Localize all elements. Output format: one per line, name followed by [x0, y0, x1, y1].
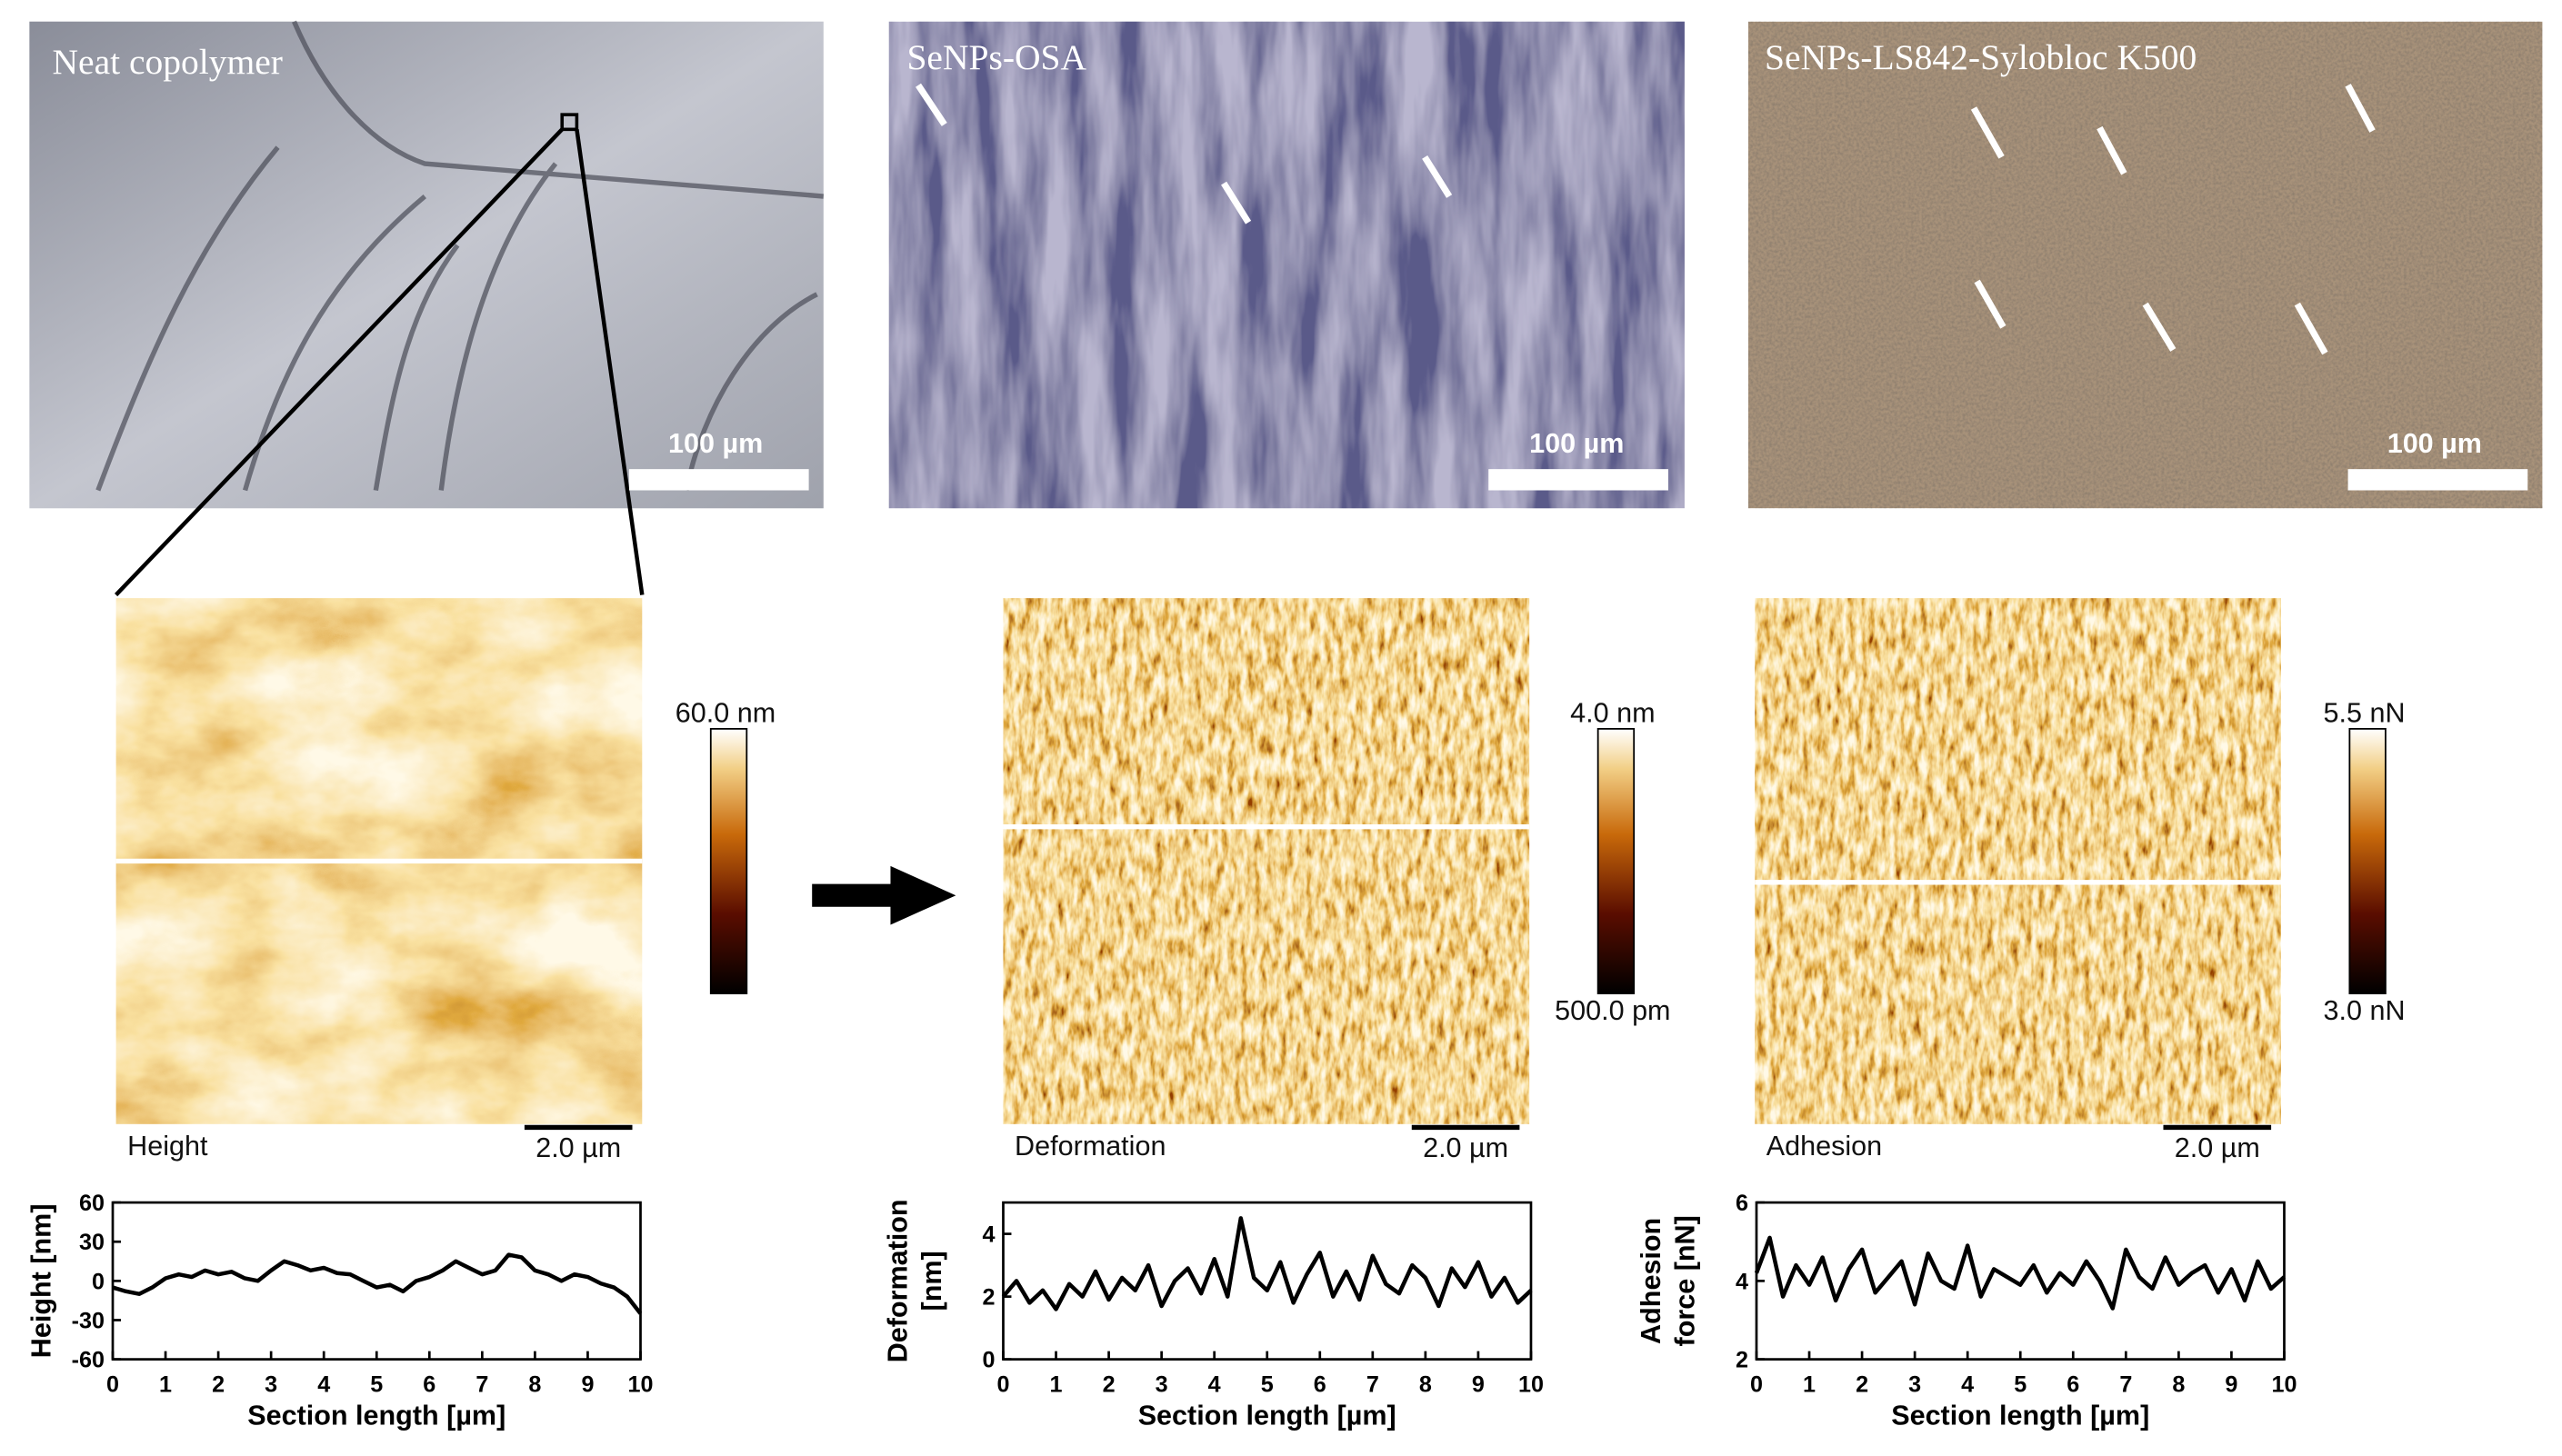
profile-line: [1754, 1235, 2286, 1311]
x-tick-label: 1: [1050, 1372, 1063, 1398]
y-tick-label: 60: [79, 1191, 105, 1216]
colorbar: [2348, 727, 2387, 994]
x-tick-label: 5: [2014, 1372, 2027, 1398]
arrows: [916, 83, 1453, 224]
scale-bar-label: 100 µm: [668, 428, 763, 459]
x-tick-label: 8: [1419, 1372, 1432, 1398]
x-tick-label: 8: [2172, 1372, 2185, 1398]
x-tick-label: 3: [1156, 1372, 1168, 1398]
x-tick-label: 4: [1208, 1372, 1221, 1398]
x-tick-label: 0: [1750, 1372, 1763, 1398]
plot-frame: [1002, 1201, 1533, 1361]
x-tick-label: 2: [1103, 1372, 1116, 1398]
x-axis-label: Section length [µm]: [1138, 1401, 1396, 1431]
x-tick-label: 4: [1961, 1372, 1974, 1398]
x-tick-label: 7: [475, 1372, 488, 1398]
micrograph-label: SeNPs-LS842-Sylobloc K500: [1765, 37, 2197, 77]
x-tick-label: 6: [423, 1372, 435, 1398]
scale-bar-label: 2.0 µm: [2175, 1132, 2260, 1163]
x-tick-label: 10: [2271, 1372, 2297, 1398]
y-axis-label: force [nN]: [1670, 1215, 1701, 1346]
y-tick-label: 30: [79, 1230, 105, 1255]
x-tick-label: 5: [1261, 1372, 1274, 1398]
x-tick-label: 2: [1856, 1372, 1868, 1398]
x-tick-label: 0: [996, 1372, 1009, 1398]
x-tick-label: 7: [1366, 1372, 1379, 1398]
micrograph: [29, 21, 824, 509]
x-tick-label: 3: [1908, 1372, 1921, 1398]
x-tick-label: 5: [370, 1372, 383, 1398]
y-tick-label: 2: [982, 1285, 995, 1311]
micrograph-label: SeNPs-OSA: [906, 37, 1086, 77]
y-tick-label: -60: [72, 1348, 105, 1373]
colorbar: [1596, 727, 1636, 994]
x-axis-label: Section length [µm]: [247, 1401, 505, 1431]
x-tick-label: 9: [1472, 1372, 1485, 1398]
micrograph: [1747, 21, 2543, 509]
x-tick-label: 7: [2119, 1372, 2132, 1398]
profile-line: [112, 1252, 643, 1315]
x-tick-label: 2: [212, 1372, 225, 1398]
scale-bar: [1488, 469, 1668, 491]
x-tick-label: 1: [1803, 1372, 1816, 1398]
x-tick-label: 9: [2225, 1372, 2237, 1398]
scale-bar-label: 2.0 µm: [1423, 1132, 1508, 1163]
scale-bar: [628, 469, 809, 491]
micrograph: [888, 21, 1685, 509]
afm-map: [1003, 598, 1530, 1124]
arrow: [812, 865, 956, 925]
x-tick-label: 9: [581, 1372, 594, 1398]
x-tick-label: 10: [628, 1372, 654, 1398]
micrograph-label: Neat copolymer: [53, 42, 283, 82]
y-tick-label: 0: [982, 1348, 995, 1373]
arrows: [1970, 84, 2376, 355]
y-tick-label: 2: [1736, 1348, 1748, 1373]
map-label: Adhesion: [1766, 1131, 1882, 1162]
colorbar-max: 60.0 nm: [676, 698, 776, 729]
x-tick-label: 3: [265, 1372, 277, 1398]
x-tick-label: 4: [317, 1372, 330, 1398]
colorbar: [709, 727, 748, 994]
y-axis-label: Deformation: [882, 1199, 913, 1362]
map-label: Height: [127, 1131, 208, 1162]
y-tick-label: 4: [1736, 1269, 1748, 1294]
x-tick-label: 10: [1518, 1372, 1544, 1398]
x-axis-label: Section length [µm]: [1891, 1401, 2149, 1431]
x-tick-label: 6: [2067, 1372, 2079, 1398]
profile-line: [1001, 1216, 1533, 1311]
x-tick-label: 6: [1314, 1372, 1326, 1398]
scale-bar: [2347, 469, 2528, 491]
scale-bar-label: 2.0 µm: [535, 1132, 621, 1163]
colorbar-max: 5.5 nN: [2324, 698, 2406, 729]
y-axis-label: Height [nm]: [26, 1204, 57, 1359]
zoom-line: [575, 129, 645, 595]
y-tick-label: 4: [982, 1222, 995, 1248]
y-tick-label: 6: [1736, 1191, 1748, 1216]
y-axis-label: [nm]: [916, 1251, 947, 1311]
y-tick-label: 0: [92, 1269, 105, 1294]
scale-bar-label: 100 µm: [1529, 428, 1624, 459]
colorbar-max: 4.0 nm: [1570, 698, 1655, 729]
y-axis-label: Adhesion: [1636, 1218, 1666, 1344]
x-tick-label: 0: [106, 1372, 119, 1398]
y-tick-label: -30: [72, 1308, 105, 1333]
plot-frame: [1755, 1201, 2286, 1361]
afm-map: [1755, 598, 2281, 1124]
colorbar-min: 500.0 pm: [1555, 995, 1670, 1026]
zoom-line: [114, 127, 564, 597]
map-label: Deformation: [1015, 1131, 1166, 1162]
colorbar-min: 3.0 nN: [2324, 995, 2406, 1026]
x-tick-label: 1: [159, 1372, 172, 1398]
zoom-box: [560, 113, 579, 132]
x-tick-label: 8: [528, 1372, 541, 1398]
scale-bar-label: 100 µm: [2387, 428, 2482, 459]
